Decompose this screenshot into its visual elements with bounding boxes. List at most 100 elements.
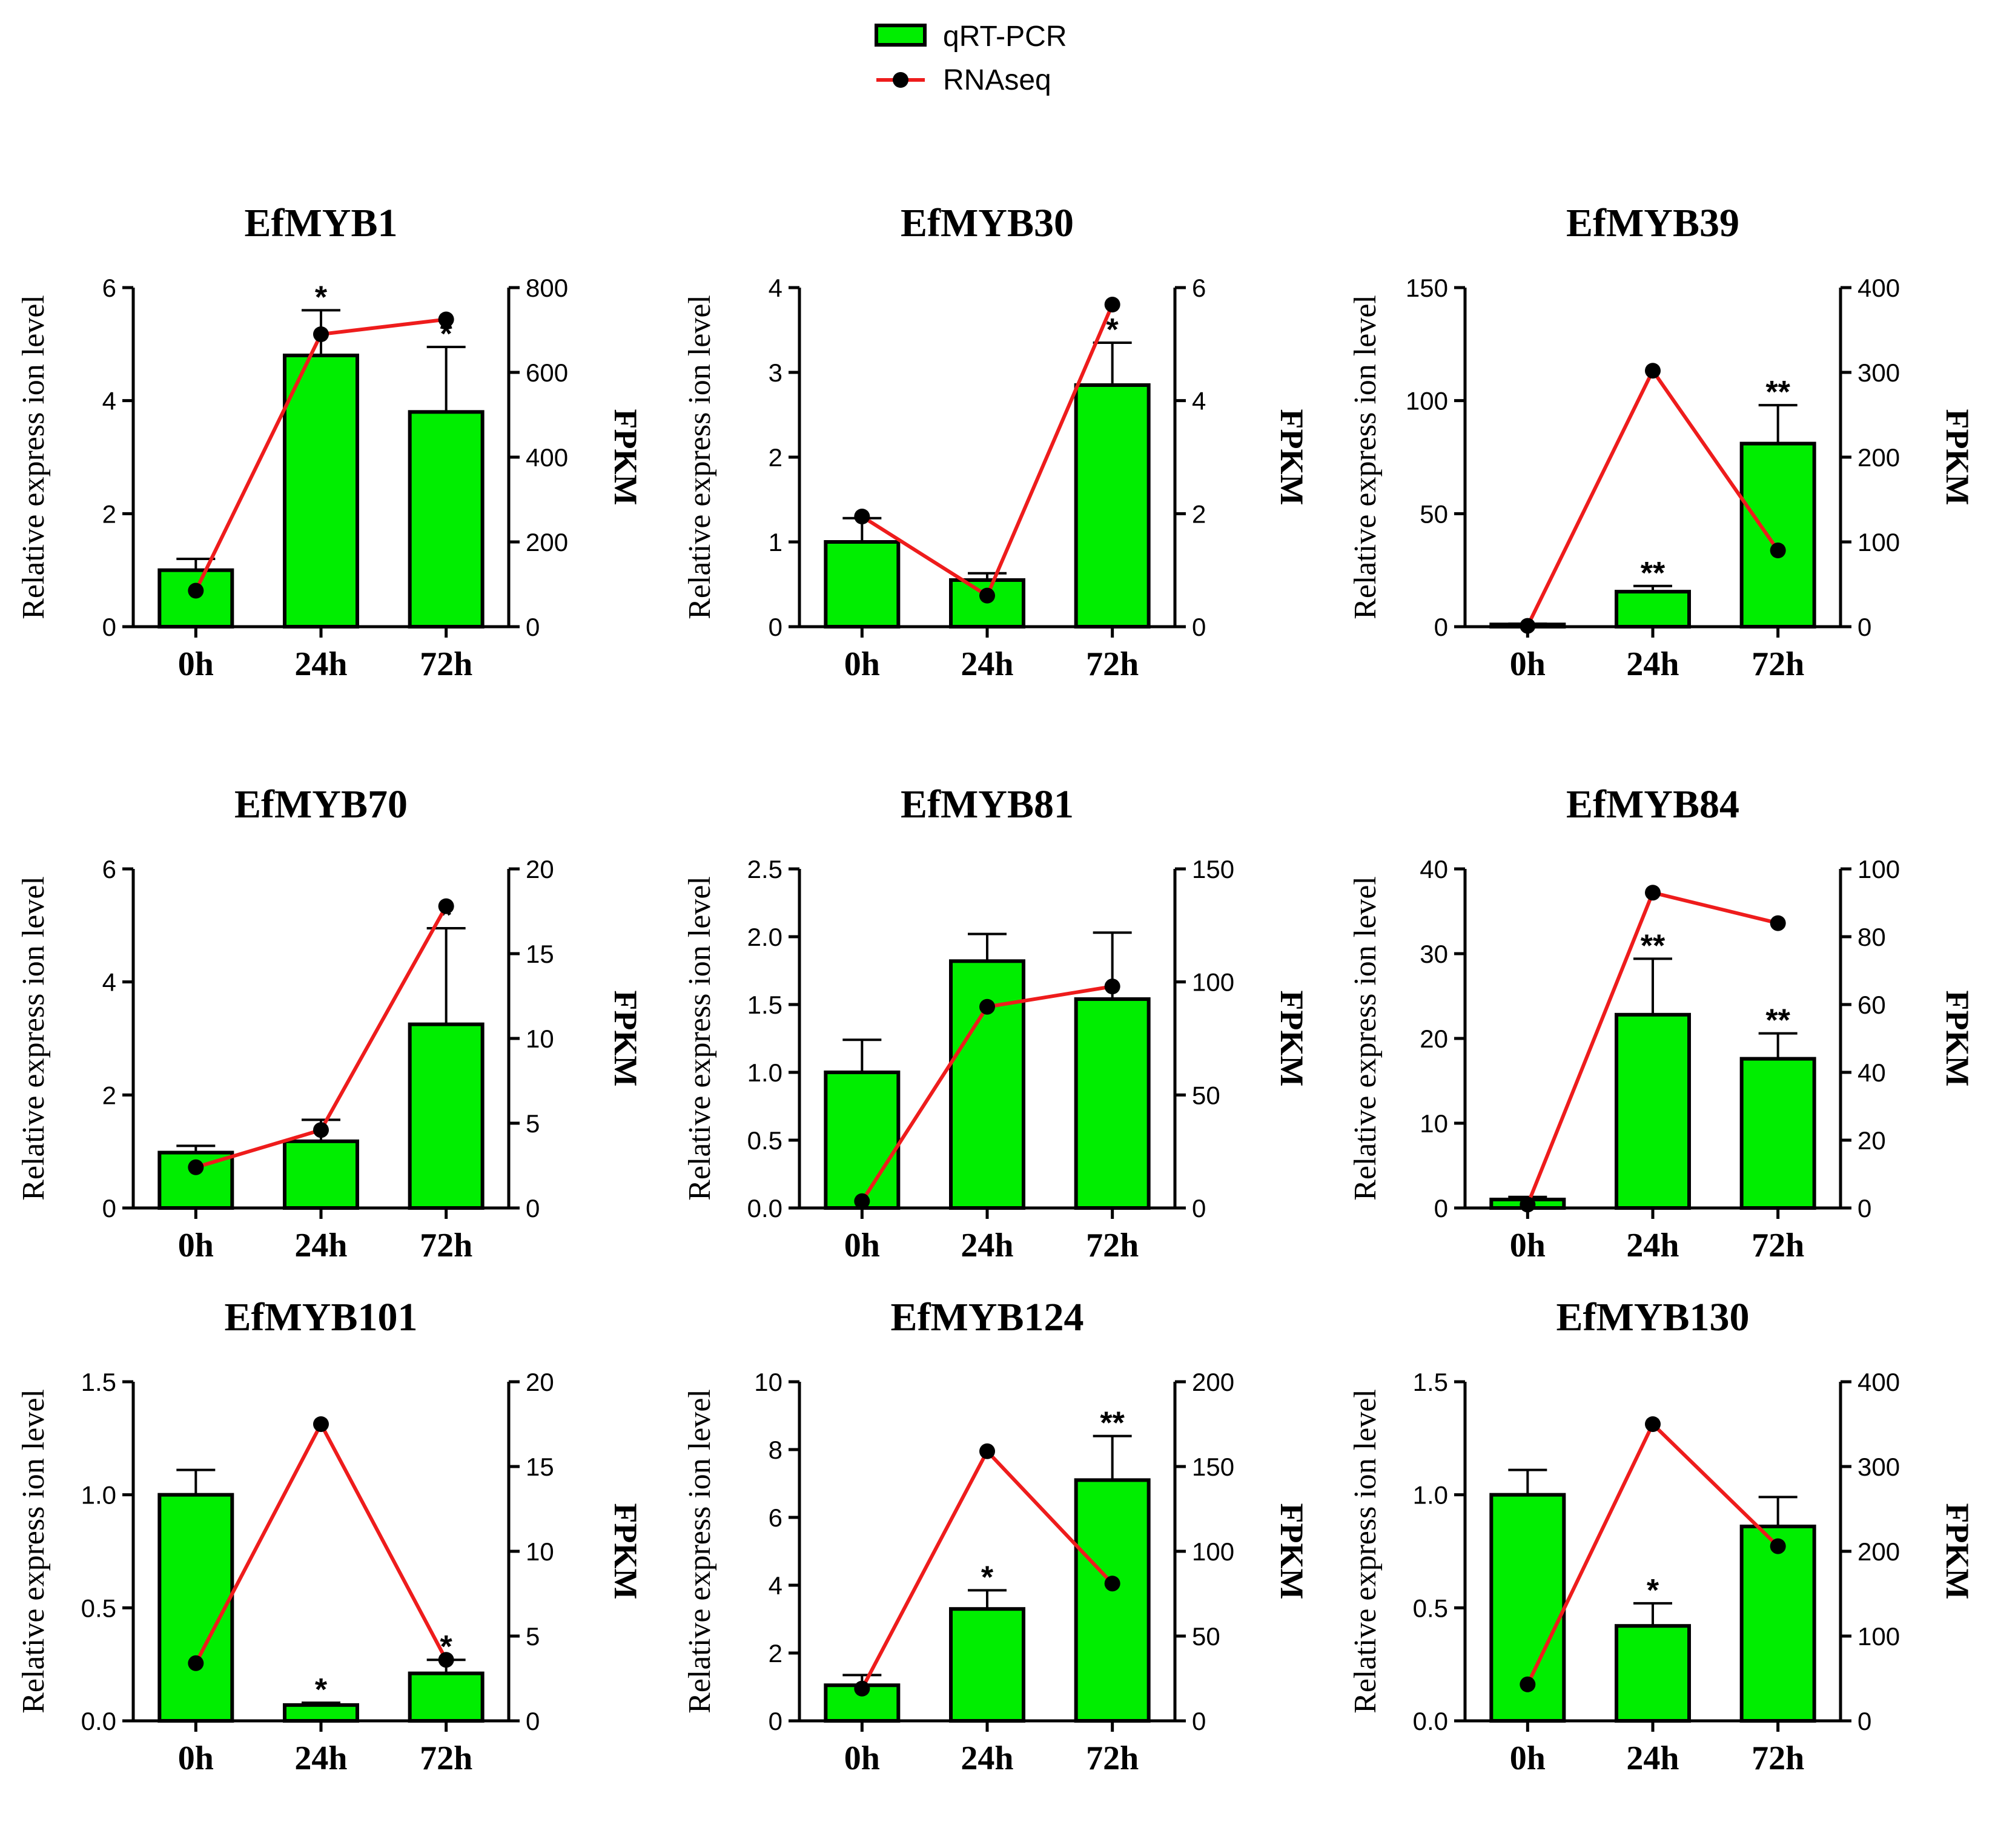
y2-axis-label: FPKM: [607, 991, 644, 1087]
chart-title: EfMYB30: [901, 201, 1074, 245]
bar-24h: [283, 354, 359, 629]
y-tick-label: 0: [1434, 1194, 1448, 1223]
rnaseq-point: [854, 509, 870, 524]
y-tick-label: 6: [102, 274, 116, 302]
y-tick-label: 100: [1406, 387, 1448, 415]
x-tick-label: 72h: [1752, 645, 1804, 683]
chart-efmyb1: EfMYB1 0 2 4 6 0 200 400 600 800 Relative express …: [16, 201, 644, 683]
y2-tick-label: 4: [1192, 387, 1206, 415]
y-tick-label: 0.0: [747, 1194, 782, 1223]
significance-label: **: [1641, 928, 1666, 963]
y2-tick-label: 100: [1857, 528, 1900, 556]
rnaseq-point: [313, 1416, 329, 1432]
rnaseq-point: [1520, 618, 1536, 634]
chart-efmyb70: EfMYB70 0 2 4 6 0 5 10 15 20 Relative express ion …: [16, 782, 644, 1264]
rnaseq-point: [979, 998, 995, 1015]
legend-bar-label: qRT-PCR: [943, 21, 1067, 53]
y-tick-label: 10: [754, 1368, 782, 1396]
chart-title: EfMYB39: [1566, 201, 1739, 245]
y-axis-label: Relative express ion level: [683, 876, 717, 1201]
bar-24h: [949, 1607, 1025, 1723]
x-tick-label: 0h: [178, 1227, 214, 1264]
rnaseq-point: [1104, 978, 1120, 995]
significance-label: *: [1647, 1573, 1659, 1608]
rnaseq-point: [438, 311, 454, 328]
bar-0h: [824, 1071, 901, 1210]
rnaseq-point: [1645, 1416, 1661, 1432]
x-tick-label: 72h: [1752, 1740, 1804, 1777]
bar-72h: [408, 1022, 485, 1210]
bar-24h: [1615, 590, 1691, 629]
chart-title: EfMYB1: [245, 201, 398, 245]
rnaseq-point: [854, 1193, 870, 1209]
y-tick-label: 0.5: [81, 1594, 116, 1622]
rnaseq-point: [313, 1122, 329, 1138]
x-tick-label: 72h: [420, 1740, 472, 1777]
y2-axis-label: FPKM: [607, 1503, 644, 1600]
bar-24h: [1615, 1624, 1691, 1723]
chart-efmyb30: EfMYB30 0 1 2 3 4 0 2 4 6 Relative express ion lev…: [683, 201, 1310, 683]
y-tick-label: 2: [102, 500, 116, 528]
y-tick-label: 10: [1420, 1109, 1448, 1138]
y2-tick-label: 50: [1192, 1622, 1220, 1651]
rnaseq-point: [979, 1443, 995, 1459]
y-tick-label: 0.0: [81, 1707, 116, 1735]
y-tick-label: 0: [769, 1707, 782, 1735]
bar-0h: [157, 1493, 234, 1723]
y-tick-label: 0: [1434, 613, 1448, 641]
bar-0h: [1489, 1493, 1566, 1723]
chart-efmyb84: EfMYB84 0 10 20 30 40 0 20 40 60 80 100 Relative exp…: [1348, 782, 1976, 1264]
y2-tick-label: 300: [1857, 358, 1900, 387]
y-tick-label: 0.5: [747, 1126, 782, 1155]
y2-tick-label: 20: [1857, 1126, 1886, 1155]
y2-tick-label: 0: [1857, 613, 1871, 641]
chart-panel-efmyb70: EfMYB70 0 2 4 6 0 5 10 15 20 Relative express ion …: [0, 754, 666, 1335]
bar-72h: [1074, 997, 1151, 1210]
rnaseq-point: [1645, 363, 1661, 379]
y-tick-label: 2: [769, 443, 782, 472]
x-tick-label: 0h: [1510, 1740, 1546, 1777]
chart-efmyb81: EfMYB81 0.0 0.5 1.0 1.5 2.0 2.5 0 50 100 150 Relati…: [683, 782, 1310, 1264]
y-tick-label: 0: [102, 1194, 116, 1223]
significance-label: *: [1107, 312, 1119, 348]
y2-tick-label: 200: [1857, 1537, 1900, 1566]
y-tick-label: 3: [769, 358, 782, 387]
y2-tick-label: 0: [526, 1707, 540, 1735]
y-tick-label: 1.0: [1413, 1481, 1448, 1510]
rnaseq-point: [1645, 885, 1661, 901]
y2-tick-label: 400: [1857, 274, 1900, 302]
x-tick-label: 24h: [1626, 1227, 1679, 1264]
bar-72h: [408, 410, 485, 629]
y2-axis-label: FPKM: [1939, 991, 1976, 1087]
y-tick-label: 6: [102, 855, 116, 883]
legend-line-label: RNAseq: [943, 64, 1051, 96]
y2-tick-label: 15: [526, 1453, 554, 1481]
y-tick-label: 2: [102, 1081, 116, 1109]
x-tick-label: 0h: [1510, 645, 1546, 683]
y-axis-label: Relative express ion level: [683, 295, 717, 619]
chart-panel-efmyb30: EfMYB30 0 1 2 3 4 0 2 4 6 Relative express ion lev…: [666, 173, 1332, 754]
y-axis-label: Relative express ion level: [16, 876, 51, 1201]
chart-title: EfMYB124: [891, 1295, 1084, 1339]
y2-tick-label: 100: [1192, 968, 1234, 997]
y2-tick-label: 20: [526, 1368, 554, 1396]
chart-efmyb101: EfMYB101 0.0 0.5 1.0 1.5 0 5 10 15 20 Relative exp…: [16, 1295, 644, 1777]
chart-efmyb130: EfMYB130 0.0 0.5 1.0 1.5 0 100 200 300 400 Relativ…: [1348, 1295, 1976, 1777]
y2-tick-label: 60: [1857, 991, 1886, 1019]
x-tick-label: 24h: [961, 1740, 1013, 1777]
y2-tick-label: 50: [1192, 1081, 1220, 1109]
chart-title: EfMYB81: [901, 782, 1074, 827]
y-tick-label: 4: [769, 274, 782, 302]
y-tick-label: 8: [769, 1436, 782, 1464]
y2-axis-label: FPKM: [1274, 991, 1310, 1087]
y-tick-label: 4: [102, 968, 116, 997]
y2-tick-label: 100: [1857, 1622, 1900, 1651]
chart-panel-efmyb39: EfMYB39 0 50 100 150 0 100 200 300 400 Relative ex…: [1332, 173, 1998, 754]
bar-72h: [1074, 1478, 1151, 1723]
y2-tick-label: 200: [1857, 443, 1900, 472]
y-tick-label: 1.5: [81, 1368, 116, 1396]
y2-axis-label: FPKM: [1274, 409, 1310, 506]
y2-tick-label: 0: [1857, 1707, 1871, 1735]
chart-efmyb39: EfMYB39 0 50 100 150 0 100 200 300 400 Relative ex…: [1348, 201, 1976, 683]
y-axis-label: Relative express ion level: [1348, 876, 1383, 1201]
